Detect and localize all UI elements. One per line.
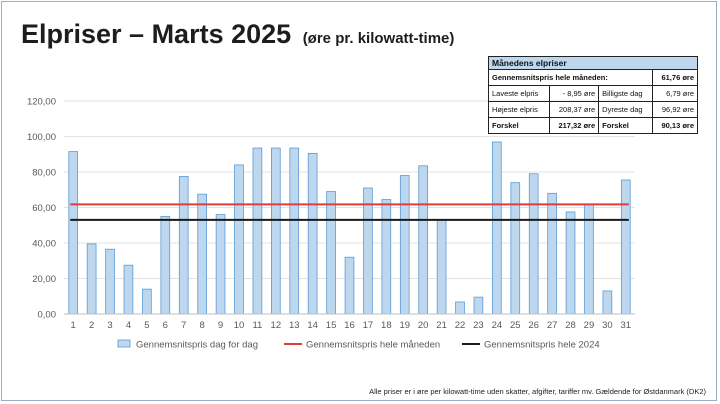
x-tick-label: 2 (89, 320, 94, 331)
summary-header: Månedens elpriser (488, 56, 698, 70)
bar (215, 214, 226, 315)
page-title: Elpriser – Marts 2025 (øre pr. kilowatt-… (21, 19, 454, 50)
bar (68, 151, 79, 315)
bar (620, 179, 631, 315)
bar (289, 147, 300, 315)
y-tick-label: 100,00 (27, 132, 56, 143)
bar (399, 175, 410, 315)
x-tick-label: 12 (271, 320, 282, 331)
x-tick-label: 9 (218, 320, 223, 331)
x-tick-label: 19 (399, 320, 410, 331)
bar (455, 301, 465, 315)
x-tick-label: 6 (163, 320, 168, 331)
x-tick-label: 30 (602, 320, 613, 331)
y-tick-label: 120,00 (27, 97, 56, 108)
x-tick-label: 13 (289, 320, 300, 331)
legend-label: Gennemsnitspris hele måneden (306, 340, 440, 351)
summary-average-label: Gennemsnitspris hele måneden: (487, 69, 654, 86)
summary-cell-label: Dyreste dag (598, 101, 654, 118)
bar (510, 182, 521, 315)
footer-note: Alle priser er i øre per kilowatt-time u… (369, 387, 706, 396)
summary-cell-value: 90,13 øre (652, 117, 698, 134)
summary-cell-label: Laveste elpris (488, 85, 550, 102)
bar (142, 288, 152, 315)
y-tick-label: 80,00 (32, 168, 56, 179)
title-subtitle: (øre pr. kilowatt-time) (302, 30, 455, 47)
x-tick-label: 25 (510, 320, 521, 331)
summary-cell-label: Forskel (598, 117, 654, 134)
bar (326, 191, 336, 315)
bar (602, 290, 613, 315)
y-tick-label: 20,00 (32, 274, 56, 285)
x-tick-label: 21 (436, 320, 447, 331)
x-tick-label: 22 (455, 320, 466, 331)
summary-row: Laveste elpris - 8,95 øre Billigste dag … (488, 85, 698, 102)
x-tick-label: 11 (252, 320, 262, 331)
y-tick-label: 0,00 (38, 310, 57, 321)
x-tick-label: 17 (363, 320, 374, 331)
x-tick-label: 20 (418, 320, 429, 331)
x-tick-label: 27 (547, 320, 558, 331)
bar (252, 147, 263, 315)
summary-row: Højeste elpris 208,37 øre Dyreste dag 96… (488, 101, 698, 118)
summary-average-value: 61,76 øre (652, 69, 698, 86)
x-tick-label: 3 (107, 320, 112, 331)
summary-cell-value: 217,32 øre (548, 117, 600, 134)
summary-average-row: Gennemsnitspris hele måneden: 61,76 øre (487, 69, 698, 86)
x-tick-label: 29 (584, 320, 595, 331)
x-tick-label: 14 (307, 320, 318, 331)
x-tick-label: 1 (71, 320, 76, 331)
bar (528, 173, 539, 315)
bar (160, 215, 171, 315)
bar (436, 219, 447, 315)
bar (178, 176, 189, 315)
legend-label: Gennemsnitspris dag for dag (136, 340, 258, 351)
bar (197, 193, 207, 315)
bar (473, 296, 484, 315)
summary-cell-value: 96,92 øre (652, 101, 698, 118)
monthly-summary-table: Månedens elpriser Gennemsnitspris hele m… (487, 56, 698, 134)
summary-cell-value: 6,79 øre (652, 85, 698, 102)
bar (547, 192, 557, 315)
x-tick-label: 28 (565, 320, 576, 331)
x-tick-label: 31 (621, 320, 632, 331)
bar (492, 141, 502, 315)
x-tick-label: 10 (234, 320, 245, 331)
x-tick-label: 15 (326, 320, 337, 331)
bar (381, 199, 392, 315)
bar (123, 264, 134, 315)
y-tick-label: 60,00 (32, 203, 56, 214)
title-text: Elpriser – Marts 2025 (21, 19, 292, 49)
x-tick-label: 16 (344, 320, 355, 331)
legend-swatch (117, 339, 131, 348)
legend-label: Gennemsnitspris hele 2024 (484, 340, 600, 351)
summary-cell-label: Forskel (488, 117, 550, 134)
bar (105, 248, 115, 315)
summary-cell-label: Højeste elpris (488, 101, 550, 118)
bar (344, 256, 355, 315)
bar (86, 243, 97, 315)
summary-cell-label: Billigste dag (598, 85, 654, 102)
x-tick-label: 4 (126, 320, 131, 331)
x-tick-label: 18 (381, 320, 392, 331)
x-tick-label: 23 (473, 320, 484, 331)
summary-cell-value: 208,37 øre (548, 101, 600, 118)
bar (234, 164, 244, 315)
x-tick-label: 7 (181, 320, 186, 331)
bar (565, 211, 576, 315)
y-tick-label: 40,00 (32, 239, 56, 250)
x-tick-label: 26 (528, 320, 539, 331)
summary-header-row: Månedens elpriser (488, 56, 698, 70)
bar (307, 152, 318, 315)
summary-cell-value: - 8,95 øre (548, 85, 600, 102)
x-tick-label: 24 (492, 320, 503, 331)
summary-row: Forskel 217,32 øre Forskel 90,13 øre (488, 117, 698, 134)
bar (271, 147, 281, 315)
x-tick-label: 5 (144, 320, 149, 331)
bar (363, 187, 373, 315)
bar (418, 165, 428, 315)
x-tick-label: 8 (199, 320, 204, 331)
